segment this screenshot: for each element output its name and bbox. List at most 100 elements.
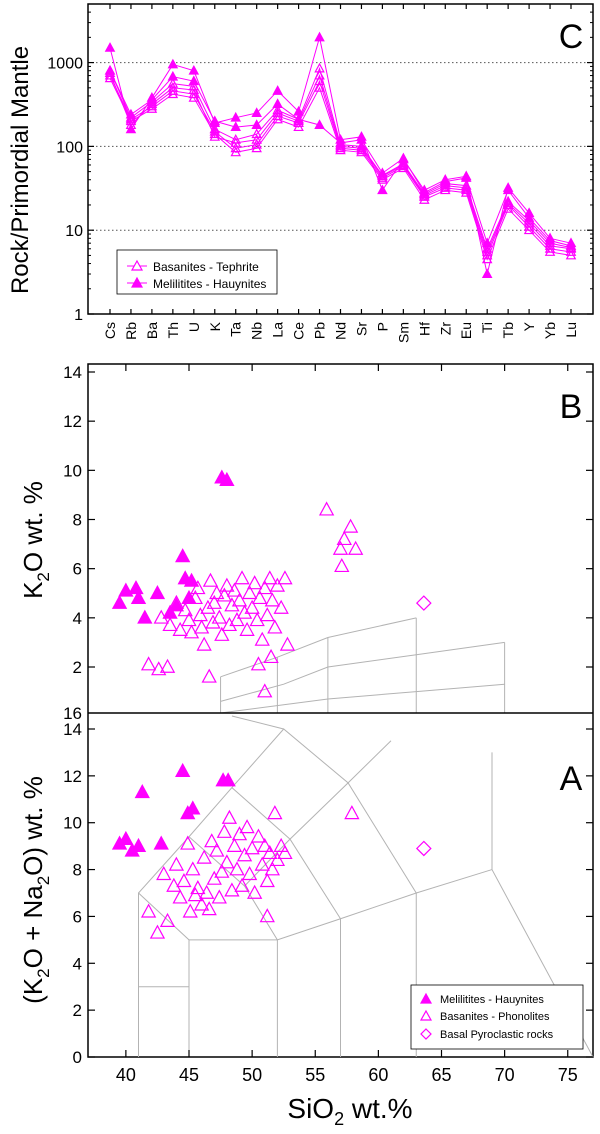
panel-b-point (202, 572, 219, 587)
panel-c-point (460, 184, 472, 195)
panel-a-point (175, 762, 191, 778)
panel-a-point (134, 783, 150, 799)
panel-c-point (439, 184, 451, 195)
panel-a-point (182, 903, 198, 918)
panel-a-point (168, 856, 185, 871)
panel-a-point (193, 896, 210, 911)
panel-c-point (460, 172, 472, 182)
panel-b-point (259, 607, 275, 622)
panel-a-point (239, 819, 255, 834)
panel-b-ytick-label: 14 (63, 363, 82, 382)
panel-b-ytick-label: 8 (73, 511, 82, 530)
panel-b-point (269, 577, 286, 592)
panel-b-ylabel-rest: O wt. % (18, 481, 48, 572)
panel-b-point (257, 580, 273, 595)
panel-b-ytick-label: 12 (63, 412, 82, 431)
panel-c-element-label: Ti (479, 322, 495, 333)
panel-b-bottom-tick-label: 16 (63, 704, 82, 723)
panel-c-point (335, 137, 346, 147)
panel-b-ytick-label: 10 (63, 461, 82, 480)
panel-a-point (159, 912, 176, 927)
panel-a-point (244, 840, 260, 855)
panel-c-element-label: Nb (249, 322, 265, 340)
panel-b-point (334, 557, 350, 573)
panel-a-xtick-label: 55 (305, 1065, 325, 1085)
panel-c-legend-label-0: Basanites - Tephrite (153, 260, 259, 274)
panel-a-point (224, 882, 240, 897)
panel-a-point (273, 837, 289, 852)
panel-c-element-label: U (186, 322, 202, 332)
panel-c-point (544, 246, 556, 256)
x-axis-label-main: SiO (287, 1093, 334, 1124)
panel-a-point (149, 924, 166, 939)
panel-a-point (220, 772, 236, 787)
panel-c-point (544, 234, 556, 245)
panel-c-element-label: Ba (144, 322, 160, 339)
panel-c-point (481, 268, 493, 278)
panel-c-series-line (109, 78, 572, 261)
panel-a-xtick-label: 65 (431, 1065, 451, 1085)
panel-a-point (209, 842, 225, 857)
panel-a-point (166, 877, 182, 892)
panel-b-point (130, 589, 147, 605)
panel-b-point (267, 619, 283, 634)
panel-c-element-label: Eu (458, 322, 474, 339)
panel-a-point (185, 861, 201, 876)
panel-a-point (229, 861, 245, 876)
panel-c-point (544, 243, 556, 253)
panel-b-ytick-label: 4 (73, 609, 82, 628)
panel-b-point (219, 471, 235, 487)
panel-a-xtick-label: 60 (368, 1065, 388, 1085)
panel-c-legend-label-1: Melilitites - Hauynites (153, 277, 266, 291)
panel-c-point (104, 42, 116, 52)
panel-c-element-label: Pb (312, 322, 328, 339)
panel-b-point (177, 602, 193, 617)
panel-a-ytick-label: 6 (73, 907, 82, 926)
panel-a-point (246, 884, 263, 899)
panel-b-ytick-label: 6 (73, 560, 82, 579)
panel-c-point (565, 240, 577, 250)
x-axis-label-sub: 2 (334, 1109, 344, 1129)
panel-b-point (216, 587, 233, 602)
panel-b-point (246, 575, 263, 590)
panel-b-point (183, 572, 200, 587)
panel-c-element-label: K (207, 321, 223, 331)
panel-b-point (162, 616, 178, 632)
panel-b-point (241, 584, 258, 600)
panel-b-point (196, 636, 212, 651)
panel-b-point (128, 580, 144, 595)
panel-a-ylabel-part-3: 2 (34, 876, 53, 885)
panel-c-point (230, 121, 242, 132)
panel-a-ylabel-part-1: 2 (34, 968, 53, 977)
panel-c-point (314, 31, 325, 42)
panel-c-series-line (109, 75, 572, 257)
panel-b-point (318, 501, 335, 516)
panel-b-point (200, 599, 216, 614)
panel-a-point (153, 835, 169, 850)
panel-a-point (231, 826, 248, 841)
panel-a-ytick-label: 14 (63, 720, 82, 739)
panel-b-point (249, 612, 265, 627)
panel-c-element-label: Lu (563, 322, 579, 338)
panel-b-point (332, 540, 349, 555)
panel-b-point (239, 621, 255, 636)
panel-c-point (251, 128, 262, 139)
panel-c-ytick-label: 100 (56, 139, 83, 156)
panel-c-point (230, 133, 242, 144)
panel-a-point (199, 884, 215, 899)
panel-c-point (188, 64, 200, 75)
x-axis-label-rest: wt.% (344, 1093, 412, 1124)
panel-c-element-label: Yb (542, 322, 558, 339)
panel-a-point (277, 844, 293, 860)
panel-b-point (342, 518, 359, 533)
panel-a-xtick-label: 50 (242, 1065, 262, 1085)
panel-c-point (523, 212, 535, 222)
panel-a-field-line (347, 740, 392, 784)
panel-a-point (211, 889, 227, 904)
panel-c-point (125, 108, 137, 119)
panel-c-point (146, 103, 158, 113)
panel-c-element-label: Nd (333, 322, 349, 340)
panel-c-point (251, 119, 262, 129)
